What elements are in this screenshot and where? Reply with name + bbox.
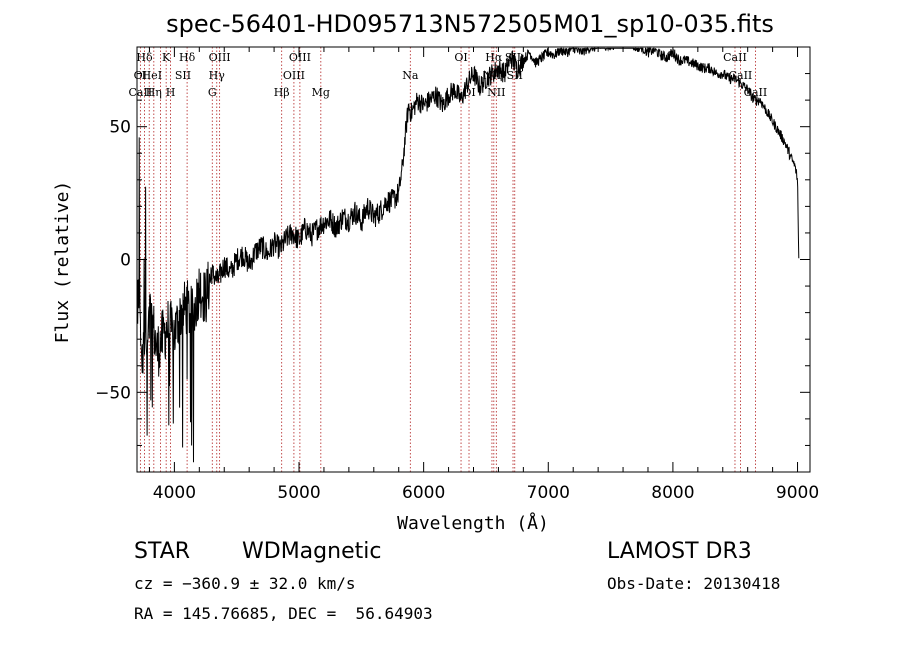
line-label-13: OIII: [283, 69, 305, 82]
line-label-19: Hη: [146, 86, 162, 99]
line-label-10: HeI: [142, 69, 162, 82]
line-label-20: H: [166, 86, 176, 99]
x-tick-label-4: 8000: [651, 483, 694, 503]
marker-lines: [139, 47, 756, 472]
x-axis-label: Wavelength (Å): [397, 512, 549, 534]
x-tick-label-1: 5000: [277, 483, 320, 503]
x-tick-label-2: 6000: [402, 483, 445, 503]
y-tick-label-0: −50: [95, 383, 131, 403]
line-label-21: G: [208, 86, 217, 99]
line-label-12: Hγ: [209, 69, 226, 82]
x-tick-label-5: 9000: [776, 483, 819, 503]
line-label-18: CaII: [129, 86, 153, 99]
y-axis-ticks: −50 0 50: [95, 46, 810, 473]
line-label-2: Hδ: [179, 51, 196, 64]
line-label-0: Hδ: [136, 51, 153, 64]
line-label-25: NII: [487, 86, 505, 99]
flux-line: [136, 46, 800, 463]
y-tick-label-2: 50: [109, 118, 131, 138]
line-label-14: Na: [402, 69, 419, 82]
line-label-1: K: [162, 51, 171, 64]
line-label-11: SII: [175, 69, 191, 82]
redshift-cz: cz = −360.9 ± 32.0 km/s: [134, 574, 356, 593]
x-tick-label-3: 7000: [527, 483, 570, 503]
y-axis-label: Flux (relative): [52, 181, 73, 344]
object-class: STAR: [134, 539, 190, 564]
observation-date: Obs-Date: 20130418: [607, 574, 780, 593]
x-tick-label-0: 4000: [153, 483, 196, 503]
line-label-6: Hα: [485, 51, 503, 64]
line-label-23: Mg: [312, 86, 330, 99]
line-label-5: OI: [454, 51, 467, 64]
survey-name: LAMOST DR3: [607, 539, 752, 564]
x-axis-ticks: 4000 5000 6000 7000 8000 9000: [148, 47, 819, 503]
coordinates: RA = 145.76685, DEC = 56.64903: [134, 604, 433, 623]
line-label-8: CaII: [723, 51, 747, 64]
line-label-22: Hβ: [274, 86, 290, 99]
object-subclass: WDMagnetic: [242, 539, 381, 564]
y-tick-label-1: 0: [120, 251, 131, 271]
line-label-3: OIII: [209, 51, 231, 64]
chart-title: spec-56401-HD095713N572505M01_sp10-035.f…: [166, 10, 774, 38]
line-label-4: OIII: [289, 51, 311, 64]
